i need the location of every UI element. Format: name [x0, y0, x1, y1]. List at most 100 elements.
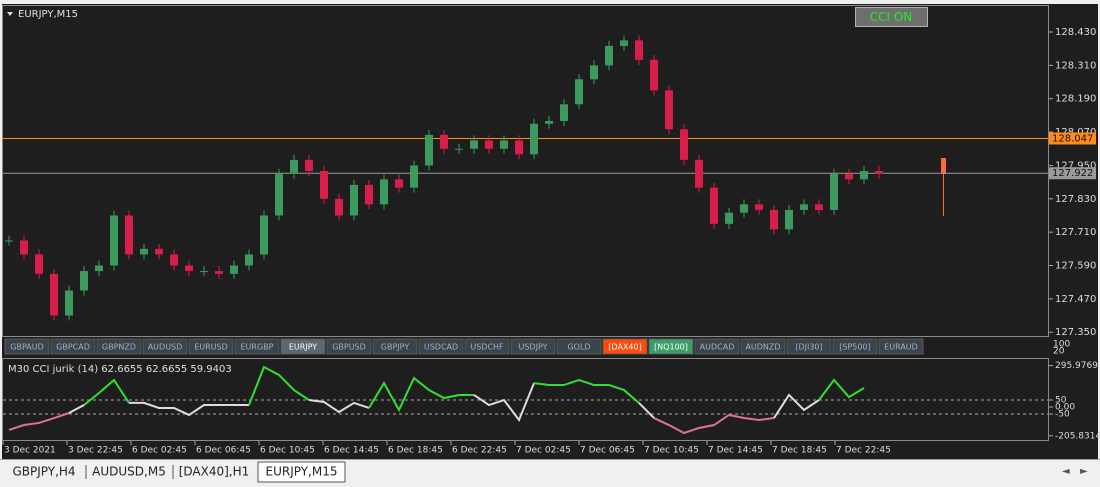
- cci-button-label[interactable]: CCI ON: [870, 10, 913, 24]
- symbol-button[interactable]: GBPAUD: [10, 343, 44, 352]
- indicator-pane-border: [2, 358, 1049, 441]
- symbol-button-bg[interactable]: [648, 338, 694, 355]
- indicator-legend: M30 CCI jurik (14) 62.6655 62.6655 59.94…: [8, 364, 232, 375]
- symbol-button[interactable]: USDJPY: [519, 343, 548, 352]
- symbol-button-bg[interactable]: [878, 338, 924, 355]
- candle: [155, 248, 163, 255]
- candle: [620, 40, 628, 46]
- symbol-button[interactable]: [DJI30]: [795, 343, 822, 352]
- tab-active-bg[interactable]: [257, 461, 346, 483]
- x-tick-label: 6 Dec 06:45: [196, 446, 251, 456]
- symbol-button-bg[interactable]: [4, 338, 50, 355]
- y-tick-label: 127.830: [1055, 194, 1096, 205]
- symbol-button-bg[interactable]: [510, 338, 556, 355]
- symbol-button[interactable]: EURJPY: [289, 343, 317, 352]
- symbol-button[interactable]: AUDCAD: [700, 343, 735, 352]
- symbol-button-bg[interactable]: [372, 338, 418, 355]
- y-tick-label: -50: [1055, 409, 1070, 419]
- cci-line: [68, 404, 85, 414]
- candle: [530, 123, 538, 155]
- symbol-title: EURJPY,M15: [18, 9, 78, 20]
- symbol-button[interactable]: AUDUSD: [148, 343, 183, 352]
- symbol-button[interactable]: GBPNZD: [102, 343, 136, 352]
- tab[interactable]: GBPJPY,H4: [12, 465, 75, 479]
- symbol-button[interactable]: USDCAD: [424, 343, 458, 352]
- cci-button[interactable]: CCI ON: [855, 7, 928, 27]
- y-tick-label: -205.8314: [1055, 431, 1100, 441]
- candle: [845, 173, 853, 180]
- symbol-button[interactable]: EURGBP: [241, 343, 274, 352]
- x-tick-label: 6 Dec 18:45: [388, 446, 443, 456]
- symbol-button[interactable]: AUDNZD: [745, 343, 780, 352]
- symbol-button-bg[interactable]: [786, 338, 832, 355]
- symbol-button[interactable]: USDCHF: [470, 343, 504, 352]
- candle: [755, 204, 763, 210]
- symbol-button-bg[interactable]: [326, 338, 372, 355]
- y-tick-label: 0.00: [1055, 402, 1075, 412]
- tab[interactable]: EURJPY,M15: [266, 465, 338, 479]
- candle: [80, 271, 88, 291]
- symbol-button[interactable]: [SP500]: [839, 343, 870, 352]
- candle: [485, 140, 493, 149]
- symbol-button-bg[interactable]: [280, 338, 326, 355]
- candle: [680, 129, 688, 160]
- y-tick-label: 128.310: [1055, 60, 1096, 71]
- cci-line: [818, 378, 865, 401]
- symbol-button[interactable]: [DAX40]: [608, 343, 641, 352]
- cci-line: [83, 378, 130, 406]
- symbol-button-bg[interactable]: [142, 338, 188, 355]
- button-axis-label: 20: [1053, 347, 1065, 357]
- symbol-button[interactable]: GBPUSD: [332, 343, 366, 352]
- candle: [830, 173, 838, 210]
- candle: [800, 204, 808, 210]
- candle: [350, 184, 358, 216]
- symbol-button[interactable]: EURUSD: [194, 343, 228, 352]
- candle: [140, 248, 148, 255]
- symbol-button[interactable]: [NQ100]: [654, 343, 688, 352]
- symbol-button-bg[interactable]: [832, 338, 878, 355]
- candle: [575, 79, 583, 105]
- cci-line: [8, 412, 70, 431]
- x-tick-label: 6 Dec 14:45: [324, 446, 379, 456]
- candle: [95, 265, 103, 272]
- symbol-button[interactable]: GOLD: [567, 343, 590, 352]
- candle: [560, 104, 568, 121]
- symbol-button-bg[interactable]: [234, 338, 280, 355]
- cci-line: [653, 413, 775, 435]
- y-tick-label: 128.190: [1055, 94, 1096, 105]
- tab-scroll-right[interactable]: ►: [1080, 466, 1088, 477]
- y-tick-label: 127.590: [1055, 261, 1096, 272]
- symbol-button-bg[interactable]: [556, 338, 602, 355]
- symbol-button-bg[interactable]: [418, 338, 464, 355]
- candle: [875, 171, 883, 174]
- symbol-button-bg[interactable]: [694, 338, 740, 355]
- menu-arrow[interactable]: [7, 12, 13, 16]
- y-tick-label: 127.470: [1055, 294, 1096, 305]
- tab[interactable]: [DAX40],H1: [179, 465, 250, 479]
- y-tick-label: 50: [1055, 396, 1067, 406]
- symbol-button-bg[interactable]: [602, 338, 648, 355]
- candle: [215, 271, 223, 274]
- candle: [860, 171, 868, 180]
- y-tick-label: 127.710: [1055, 227, 1096, 238]
- candle: [785, 209, 793, 230]
- symbol-button[interactable]: GBPCAD: [56, 343, 90, 352]
- candle: [245, 254, 253, 266]
- candle: [440, 134, 448, 149]
- symbol-button-bg[interactable]: [740, 338, 786, 355]
- symbol-button[interactable]: GBPJPY: [381, 343, 410, 352]
- candle: [395, 179, 403, 188]
- symbol-button-bg[interactable]: [464, 338, 510, 355]
- candle: [320, 171, 328, 199]
- tab[interactable]: AUDUSD,M5: [92, 465, 166, 479]
- symbol-button[interactable]: EURAUD: [884, 343, 918, 352]
- symbol-button-bg[interactable]: [96, 338, 142, 355]
- x-tick-label: 7 Dec 06:45: [580, 446, 635, 456]
- cci-button-bg[interactable]: [855, 7, 928, 27]
- candle: [5, 240, 13, 242]
- x-tick-label: 6 Dec 10:45: [260, 446, 315, 456]
- symbol-button-bg[interactable]: [188, 338, 234, 355]
- symbol-button-bg[interactable]: [50, 338, 96, 355]
- tab-scroll-left[interactable]: ◄: [1062, 466, 1070, 477]
